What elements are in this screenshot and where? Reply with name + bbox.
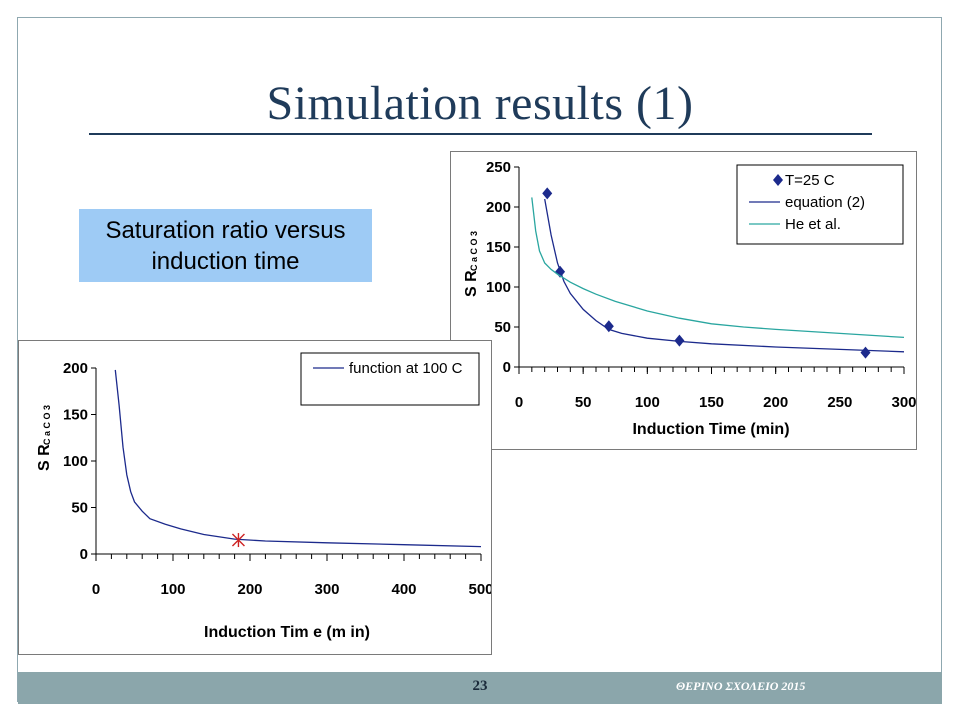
footer-text: ΘΕΡΙΝΟ ΣΧΟΛΕΙΟ 2015 [676,679,806,693]
y-axis-label-subscript: C a C O 3 [469,231,479,271]
data-point-diamond [860,346,871,359]
x-tick-label: 200 [763,394,788,411]
x-tick-label: 150 [699,394,724,411]
x-tick-label: 0 [92,581,100,598]
legend-box [300,352,480,406]
y-tick-label: 50 [71,500,88,517]
data-point-diamond [603,320,614,333]
x-tick-label: 100 [160,581,185,598]
x-tick-label: 400 [391,581,416,598]
chart-svg-25c: 0 50 100 150 200 250 0 50 100 150 200 250 300 Inducti… [463,159,916,438]
y-tick-label: 50 [494,319,511,336]
y-axis-label: S R [463,270,480,297]
y-axis-label-subscript: C a C O 3 [42,405,52,445]
footer-bar [18,672,942,704]
y-axis-label: S R [36,444,53,471]
data-point-diamond [542,187,553,200]
highlight-asterisk [231,533,245,548]
x-tick-label: 100 [635,394,660,411]
series-line-function-at-100-c [114,369,482,548]
y-tick-label: 100 [486,279,511,296]
chart-saturation-25c: 0 50 100 150 200 250 0 50 100 150 200 250 300 Inducti… [450,151,917,450]
x-axis-label: Induction Time (min) [632,421,789,438]
y-tick-label: 250 [486,159,511,176]
page-number: 23 [472,678,488,694]
y-tick-label: 200 [63,360,88,377]
y-tick-label: 200 [486,199,511,216]
x-tick-label: 50 [575,394,592,411]
data-point-diamond [674,334,685,347]
series-line-he-et-al- [531,197,905,339]
legend-box [736,164,904,245]
x-axis-label: Induction Tim e (m in) [204,624,370,641]
caption-box: Saturation ratio versus induction time [79,209,372,282]
x-tick-label: 300 [314,581,339,598]
chart-saturation-100c: 0 50 100 150 200 0 100 200 300 400 500 Induction Ti… [18,340,492,655]
y-tick-label: 100 [63,453,88,470]
x-tick-label: 200 [237,581,262,598]
legend-swatch-diamond [773,174,783,186]
legend-entry: T=25 C [785,172,835,189]
chart-svg-100c: 0 50 100 150 200 0 100 200 300 400 500 Induction Ti… [36,352,491,641]
legend-entry: equation (2) [785,194,865,211]
caption-line-2: induction time [151,247,300,275]
legend-entry: function at 100 C [349,360,463,377]
legend-entry: He et al. [785,216,841,233]
slide-title: Simulation results (1) [266,77,694,130]
x-tick-label: 250 [827,394,852,411]
y-tick-label: 150 [486,239,511,256]
y-tick-label: 150 [63,407,88,424]
x-tick-label: 0 [515,394,523,411]
y-tick-label: 0 [503,359,511,376]
x-tick-label: 500 [468,581,491,598]
series-line-equation-2- [544,198,905,353]
y-tick-label: 0 [80,546,88,563]
x-tick-label: 300 [891,394,916,411]
caption-line-1: Saturation ratio versus [105,216,346,244]
title-underline [89,133,872,135]
